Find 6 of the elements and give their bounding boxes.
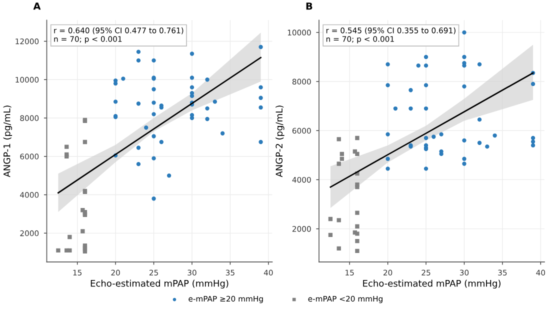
x-axis-title: Echo-estimated mPAP (mmHg) — [90, 280, 228, 288]
y-axis-title: ANGP-1 (pg/mL) — [3, 106, 12, 178]
x-axis-title: Echo-estimated mPAP (mmHg) — [363, 280, 500, 288]
chart-title: A — [33, 2, 41, 10]
y-axis-title: ANGP-2 (pg/mL) — [276, 106, 284, 178]
chart-title: B — [306, 2, 312, 10]
